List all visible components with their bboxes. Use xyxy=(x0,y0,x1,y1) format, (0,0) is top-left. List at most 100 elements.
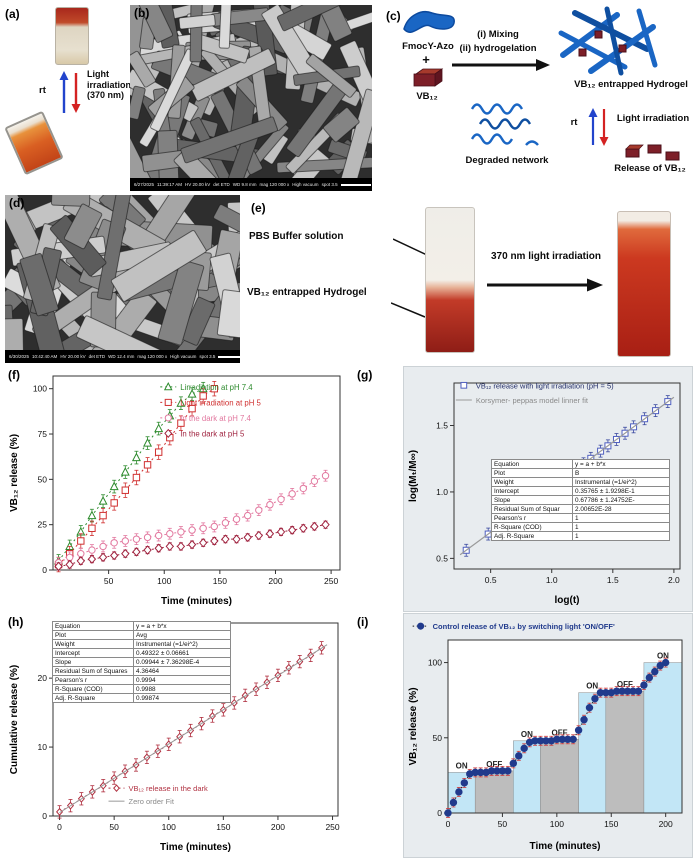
svg-text:250: 250 xyxy=(324,576,338,586)
svg-text:OFF: OFF xyxy=(617,680,633,689)
mixing-step-label: (i) Mixing xyxy=(477,29,519,40)
svg-text:100: 100 xyxy=(157,576,171,586)
pbs-buffer-label: PBS Buffer solution xyxy=(249,231,344,242)
chart-svg-h: 0 50 100 150 200 250 0 10 20 Time (minutes) Cumula… xyxy=(9,622,340,853)
svg-text:log(t): log(t) xyxy=(555,595,580,606)
fmoc-label: FmocY-Azo xyxy=(402,41,454,52)
svg-text:10: 10 xyxy=(38,742,48,752)
svg-text:20: 20 xyxy=(38,673,48,683)
sem-meta-item: High vacuum xyxy=(170,354,197,359)
svg-text:VB₁₂ release with light irradi: VB₁₂ release with light irradiation (pH … xyxy=(476,381,614,390)
panel-b-sem-image: (b) 6/27/2025 11:39:17 AM HV 20.00 kV de… xyxy=(130,5,372,191)
released-vb12-boxes xyxy=(625,144,680,161)
sem-meta-item: det ETD xyxy=(213,182,230,187)
hydrogelation-step-label: (ii) hydrogelation xyxy=(459,43,537,54)
degraded-network-shape xyxy=(470,103,539,146)
released-solution-cuvette-photo xyxy=(617,211,671,357)
svg-text:1.0: 1.0 xyxy=(546,575,558,585)
sem-meta-item: WD 9.8 mm xyxy=(232,182,257,187)
panel-a: (a) rt Light irradiation (370 nm) xyxy=(4,5,131,176)
svg-text:In the dark at pH 7.4: In the dark at pH 7.4 xyxy=(180,414,251,423)
svg-text:ON: ON xyxy=(456,761,468,770)
panel-d-sem-image: (d) 6/30/2025 10:42:40 AM HV 20.00 kV de… xyxy=(5,195,240,363)
chart-h-zero-order-fit: 0 50 100 150 200 250 0 10 20 Time (minutes) Cumula… xyxy=(5,613,350,858)
panel-a-label: (a) xyxy=(5,7,20,21)
chart-svg-g: 0.5 1.0 1.5 2.0 0.5 1.0 1.5 log(t) log(Mₜ/M∞) VB₁… xyxy=(408,381,681,606)
sem-meta-item: mag 120 000 x xyxy=(137,354,168,359)
svg-text:200: 200 xyxy=(271,822,285,832)
panel-f: 50 100 150 200 250 0 25 50 75 100 Time (minutes) VB… xyxy=(5,366,350,612)
svg-text:1.5: 1.5 xyxy=(436,421,448,431)
chart-svg-f: 50 100 150 200 250 0 25 50 75 100 Time (minutes) VB… xyxy=(9,375,341,607)
svg-text:VB₁₂ release (%): VB₁₂ release (%) xyxy=(408,687,419,765)
svg-text:OFF: OFF xyxy=(486,760,502,769)
entrapped-hydrogel-label: VB₁₂ entrapped Hydrogel xyxy=(247,287,367,298)
hydrogel-pointer-line xyxy=(391,302,426,318)
svg-text:Time (minutes): Time (minutes) xyxy=(160,842,231,853)
plus-sign: + xyxy=(422,52,430,67)
svg-text:1.0: 1.0 xyxy=(436,487,448,497)
scale-bar xyxy=(218,355,240,358)
sem-meta-item: 10:42:40 AM xyxy=(32,354,58,359)
svg-text:0.5: 0.5 xyxy=(485,575,497,585)
sem-meta-item: 6/27/2025 xyxy=(134,182,155,187)
panel-g: (g) 0.5 1.0 1.5 2.0 0.5 1.0 1.5 log(t) log(Mₜ/M∞… xyxy=(353,366,693,612)
panel-h: 0 50 100 150 200 250 0 10 20 Time (minutes) Cumula… xyxy=(5,613,350,858)
panel-g-label: (g) xyxy=(357,368,373,382)
light-irradiation-label: Light irradiation (370 nm) xyxy=(87,69,132,101)
svg-text:Control release of VB₁₂ by swi: Control release of VB₁₂ by switching lig… xyxy=(433,622,615,631)
mixing-arrow xyxy=(452,59,550,71)
sem-info-bar-b: 6/27/2025 11:39:17 AM HV 20.00 kV det ET… xyxy=(130,178,372,191)
release-label: Release of VB₁₂ xyxy=(614,163,686,174)
sem-info-bar-d: 6/30/2025 10:42:40 AM HV 20.00 kV det ET… xyxy=(5,350,240,363)
svg-text:VB₁₂ release (%): VB₁₂ release (%) xyxy=(9,434,20,512)
panel-c-label: (c) xyxy=(386,9,401,23)
pbs-pointer-line xyxy=(393,238,428,256)
gel-vial-photo xyxy=(55,7,89,65)
chart-f-release-kinetics: 50 100 150 200 250 0 25 50 75 100 Time (minutes) VB… xyxy=(5,366,350,612)
svg-text:In the dark at pH 5: In the dark at pH 5 xyxy=(180,429,245,438)
svg-text:Lirradiation at pH 7.4: Lirradiation at pH 7.4 xyxy=(180,383,253,392)
sem-meta-item: spot 3.5 xyxy=(321,182,338,187)
sem-micrograph-b xyxy=(130,5,372,178)
svg-text:100: 100 xyxy=(428,658,442,668)
svg-text:50: 50 xyxy=(109,822,119,832)
panel-i: (i) ON OFF ON OFF ON OFF ON 0 50 100 150 200 0 50 100 T… xyxy=(353,613,693,858)
hydrogel-cuvette-photo xyxy=(425,207,475,353)
light-irradiation-label: Light irradiation xyxy=(616,113,690,124)
svg-text:1.5: 1.5 xyxy=(607,575,619,585)
svg-text:25: 25 xyxy=(38,520,48,530)
rt-light-arrows xyxy=(588,108,609,146)
sem-meta-item: 6/30/2025 xyxy=(9,354,30,359)
svg-text:150: 150 xyxy=(216,822,230,832)
svg-text:50: 50 xyxy=(104,576,114,586)
svg-text:Cumulative release (%): Cumulative release (%) xyxy=(9,665,20,775)
sem-meta-item: det ETD xyxy=(88,354,106,359)
state-switch-arrows xyxy=(59,71,81,113)
panel-f-label: (f) xyxy=(8,368,20,382)
svg-text:0: 0 xyxy=(437,808,442,818)
irradiation-label: 370 nm light irradiation xyxy=(490,251,602,262)
svg-text:ON: ON xyxy=(657,652,669,661)
panel-e-label: (e) xyxy=(251,201,266,215)
svg-text:100: 100 xyxy=(550,819,564,829)
sem-micrograph-d xyxy=(5,195,240,350)
sem-meta-item: WD 12.4 mm xyxy=(108,354,135,359)
svg-text:Time (minutes): Time (minutes) xyxy=(530,841,601,852)
panel-i-label: (i) xyxy=(357,615,369,629)
panel-h-label: (h) xyxy=(8,615,24,629)
chart-i-on-off-switching: ON OFF ON OFF ON OFF ON 0 50 100 150 200 0 50 100 Time … xyxy=(403,613,693,858)
svg-text:Time (minutes): Time (minutes) xyxy=(161,596,232,607)
vb12-box xyxy=(413,68,444,87)
svg-text:Korsymer- peppas model linner: Korsymer- peppas model linner fit xyxy=(476,396,589,405)
svg-text:ON: ON xyxy=(521,730,533,739)
svg-text:200: 200 xyxy=(659,819,673,829)
chart-svg-i: ON OFF ON OFF ON OFF ON 0 50 100 150 200 0 50 100 Time … xyxy=(408,622,683,852)
irradiation-arrow xyxy=(487,278,603,292)
hydrogel-network xyxy=(558,6,658,76)
fit-parameters-table-g: Equation y = a + b*x Plot B Weight Instrument… xyxy=(491,459,670,541)
svg-text:ON: ON xyxy=(586,682,598,691)
svg-text:250: 250 xyxy=(325,822,339,832)
svg-text:200: 200 xyxy=(268,576,282,586)
sem-meta-item: 11:39:17 AM xyxy=(157,182,182,187)
